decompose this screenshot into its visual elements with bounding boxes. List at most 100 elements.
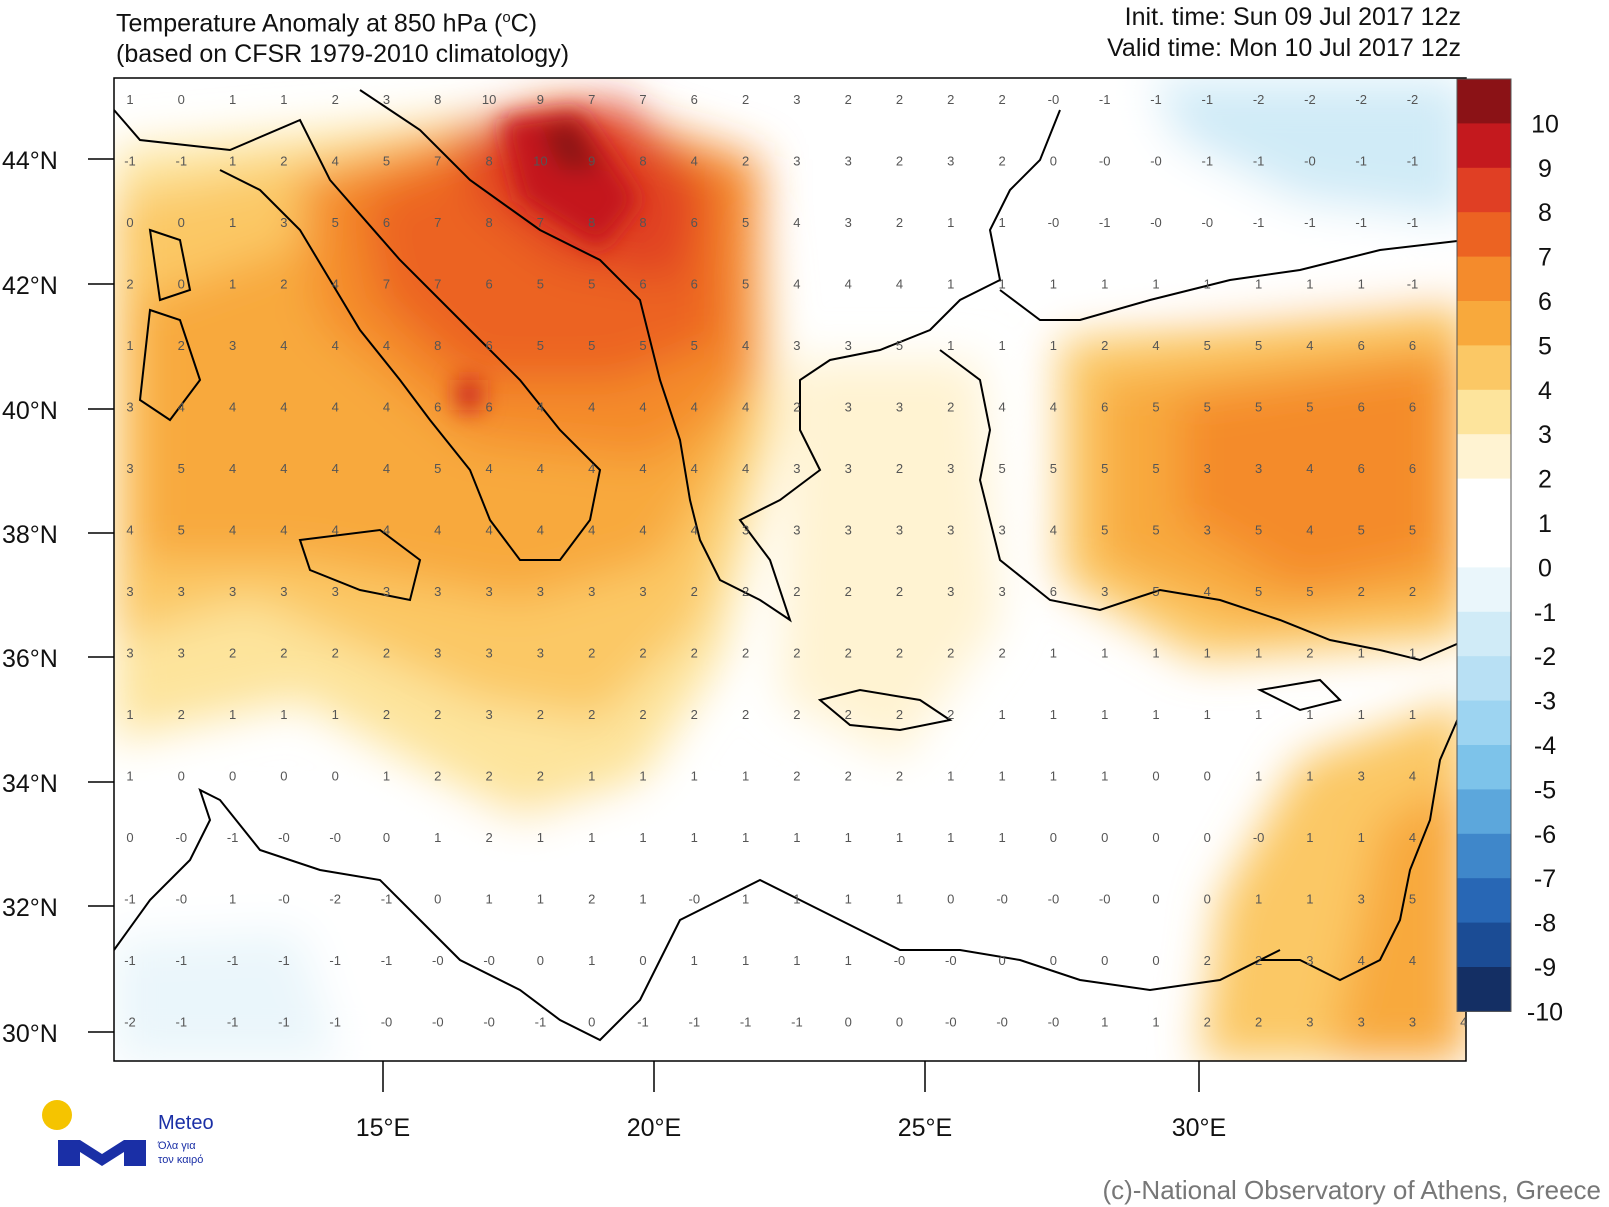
grid-value: 3 — [280, 215, 287, 230]
grid-value: -1 — [1407, 277, 1419, 292]
grid-value: 3 — [793, 338, 800, 353]
grid-value: 2 — [588, 646, 595, 661]
grid-value: -2 — [1253, 92, 1265, 107]
grid-value: 1 — [126, 92, 133, 107]
grid-value: 5 — [1204, 338, 1211, 353]
grid-value: -0 — [278, 892, 290, 907]
grid-value: 4 — [742, 461, 749, 476]
colorbar-label: -5 — [1534, 776, 1556, 804]
grid-value: 4 — [229, 523, 236, 538]
colorbar-label: -3 — [1534, 688, 1556, 716]
grid-value: 4 — [1050, 400, 1057, 415]
grid-value: 4 — [639, 461, 646, 476]
grid-value: 4 — [537, 523, 544, 538]
grid-value: 3 — [947, 461, 954, 476]
grid-value: 2 — [947, 707, 954, 722]
grid-value: 3 — [1358, 1015, 1365, 1030]
grid-value: 2 — [896, 769, 903, 784]
grid-value: 3 — [998, 584, 1005, 599]
grid-value: 0 — [383, 830, 390, 845]
grid-value: 4 — [383, 523, 390, 538]
grid-value: 2 — [537, 769, 544, 784]
grid-value: 3 — [845, 154, 852, 169]
grid-value: 1 — [126, 707, 133, 722]
lat-label-44: 44°N — [2, 147, 58, 175]
grid-value: -1 — [1407, 154, 1419, 169]
grid-value: 1 — [588, 953, 595, 968]
grid-value: 1 — [229, 215, 236, 230]
logo-tagline-1: Όλα για — [158, 1140, 196, 1152]
grid-value: 3 — [793, 461, 800, 476]
lat-label-34: 34°N — [2, 770, 58, 798]
grid-value: 3 — [1306, 953, 1313, 968]
grid-value: 1 — [1101, 1015, 1108, 1030]
grid-value: 1 — [588, 830, 595, 845]
grid-value: 1 — [1050, 769, 1057, 784]
grid-value: -1 — [278, 1015, 290, 1030]
grid-value: -1 — [1253, 215, 1265, 230]
colorbar-swatch — [1457, 256, 1511, 302]
grid-value: -1 — [176, 154, 188, 169]
colorbar-swatch — [1457, 301, 1511, 346]
grid-value: 0 — [1204, 830, 1211, 845]
grid-value: 1 — [537, 892, 544, 907]
grid-value: 6 — [691, 92, 698, 107]
grid-value: 4 — [998, 400, 1005, 415]
grid-value: 2 — [280, 646, 287, 661]
colorbar-label: -6 — [1534, 821, 1556, 849]
grid-value: -2 — [1304, 92, 1316, 107]
grid-value: -1 — [689, 1015, 701, 1030]
grid-value: 3 — [178, 646, 185, 661]
colorbar-swatch — [1457, 922, 1511, 968]
grid-value: 1 — [383, 769, 390, 784]
grid-value: 2 — [691, 646, 698, 661]
grid-value: 1 — [1101, 646, 1108, 661]
colorbar-frame — [1456, 78, 1512, 1012]
grid-value: 3 — [126, 584, 133, 599]
grid-value: -1 — [381, 892, 393, 907]
grid-value: 2 — [896, 215, 903, 230]
grid-value: 4 — [332, 523, 339, 538]
grid-value: 9 — [588, 154, 595, 169]
grid-value: 3 — [1358, 769, 1365, 784]
grid-value: 4 — [537, 461, 544, 476]
grid-value: 1 — [793, 830, 800, 845]
colorbar-label: 2 — [1538, 466, 1552, 494]
grid-value: 5 — [332, 215, 339, 230]
grid-value: 1 — [691, 953, 698, 968]
lat-label-40: 40°N — [2, 397, 58, 425]
grid-value: 1 — [1409, 646, 1416, 661]
grid-value: 1 — [998, 338, 1005, 353]
grid-value: 10 — [482, 92, 496, 107]
grid-value: -1 — [329, 953, 341, 968]
grid-value: 5 — [178, 523, 185, 538]
grid-value: -1 — [1355, 215, 1367, 230]
coastlines — [114, 89, 1466, 1042]
grid-value: 0 — [1050, 953, 1057, 968]
forecast-times: Init. time: Sun 09 Jul 2017 12z Valid ti… — [1107, 2, 1461, 64]
colorbar-swatch — [1457, 833, 1511, 879]
grid-value: 6 — [1358, 461, 1365, 476]
grid-value: 2 — [434, 707, 441, 722]
grid-value: 2 — [588, 892, 595, 907]
lon-label-25: 25°E — [898, 1114, 952, 1142]
grid-value: 0 — [1101, 830, 1108, 845]
grid-value: 1 — [1306, 892, 1313, 907]
grid-value: 3 — [947, 154, 954, 169]
grid-value: 3 — [845, 338, 852, 353]
grid-value: 5 — [434, 461, 441, 476]
grid-value: 2 — [1204, 953, 1211, 968]
grid-value: 4 — [332, 154, 339, 169]
grid-value: 2 — [229, 646, 236, 661]
grid-value: 5 — [1306, 584, 1313, 599]
grid-value: 1 — [691, 830, 698, 845]
grid-value: 4 — [845, 277, 852, 292]
grid-value: 4 — [639, 400, 646, 415]
grid-value: 2 — [947, 92, 954, 107]
lon-label-30: 30°E — [1172, 1114, 1226, 1142]
logo-tagline-2: τον καιρό — [158, 1154, 204, 1166]
grid-value: 1 — [1255, 769, 1262, 784]
grid-value: 8 — [485, 215, 492, 230]
grid-value: 7 — [639, 92, 646, 107]
colorbar-swatch — [1457, 567, 1511, 613]
